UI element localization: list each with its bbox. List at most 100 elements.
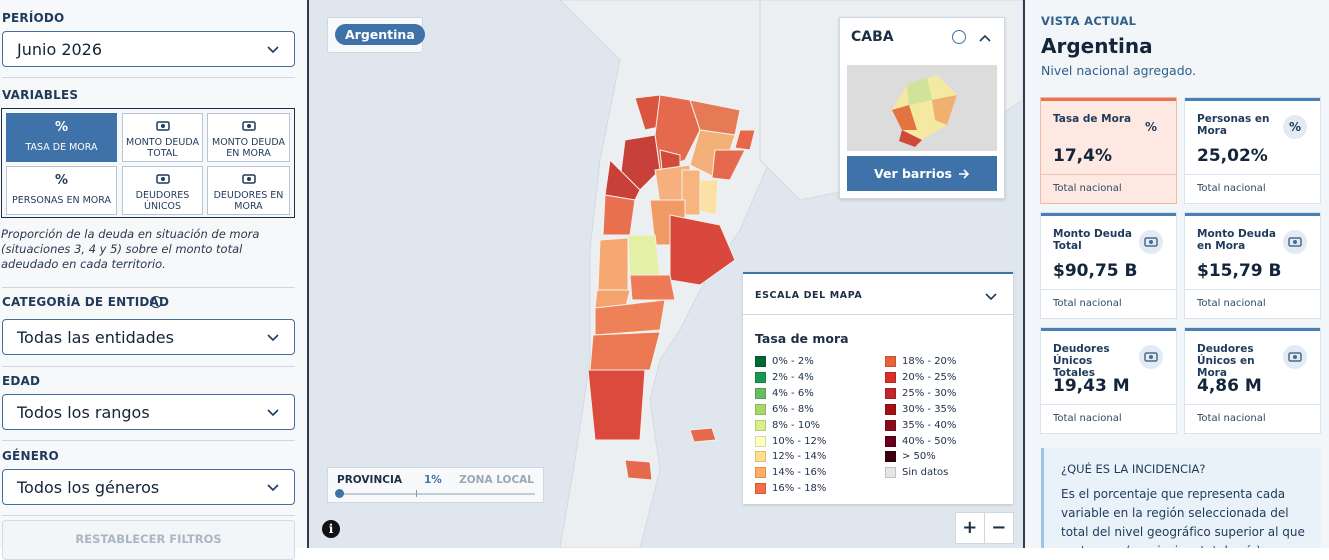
slider-track [339, 493, 535, 495]
dropdown[interactable]: Todos los rangos [2, 394, 295, 430]
stat-label: Tasa de Mora [1053, 113, 1132, 125]
legend-label: > 50% [902, 451, 936, 463]
legend-label: 2% - 4% [772, 371, 814, 383]
legend-label: 35% - 40% [902, 419, 957, 431]
view-neighborhoods-button[interactable]: Ver barrios [847, 156, 997, 191]
stat-label: Monto Deuda en Mora [1197, 228, 1276, 252]
stat-value: 25,02% [1197, 146, 1268, 166]
legend-label: 16% - 18% [772, 483, 827, 495]
legend-swatch [755, 387, 766, 399]
separator [1041, 404, 1176, 405]
stat-label: Personas en Mora [1197, 113, 1270, 137]
variable-button[interactable]: % PERSONAS EN MORA [6, 166, 117, 215]
resolution-slider: PROVINCIA 1% ZONA LOCAL [327, 467, 544, 503]
slider-value: 1% [424, 474, 442, 486]
stat-note: Total nacional [1197, 298, 1266, 309]
legend-item: 4% - 6% [755, 387, 814, 399]
region-chip[interactable]: Argentina [335, 24, 425, 45]
divider [1023, 0, 1025, 548]
variable-button[interactable]: DEUDORES ÚNICOS [122, 166, 203, 215]
separator [2, 440, 295, 441]
legend-swatch [755, 403, 766, 415]
inset-map [847, 65, 997, 151]
stat-icon: % [1283, 115, 1307, 139]
legend: ESCALA DEL MAPA Tasa de mora 0% - 2% 2% - 4… [743, 272, 1013, 504]
variable-button[interactable]: MONTO DEUDA EN MORA [207, 113, 290, 162]
map-area: Argentina CABA Ver barrios ESCALA DEL MAPA T… [309, 0, 1023, 548]
stat-card[interactable]: Personas en Mora% 25,02% Total nacional [1185, 98, 1320, 203]
stat-card[interactable]: Monto Deuda Total $90,75 B Total nacional [1041, 213, 1176, 318]
view-title: Argentina [1041, 34, 1153, 58]
legend-swatch [885, 467, 896, 479]
stat-value: 4,86 M [1197, 376, 1262, 396]
stat-icon [1139, 345, 1163, 369]
separator [1041, 174, 1176, 175]
legend-swatch [755, 435, 766, 447]
variables-grid: % TASA DE MORA MONTO DEUDA TOTAL MONTO DEUD… [1, 108, 295, 218]
legend-item: 35% - 40% [885, 419, 957, 431]
stat-note: Total nacional [1197, 183, 1266, 194]
legend-item: 14% - 16% [755, 467, 827, 479]
variable-button[interactable]: % TASA DE MORA [6, 113, 117, 162]
legend-item: 10% - 12% [755, 435, 826, 447]
stat-card[interactable]: Deudores Únicos en Mora 4,86 M Total nacio… [1185, 328, 1320, 433]
dropdown[interactable]: Junio 2026 [2, 31, 295, 67]
icon [155, 173, 170, 184]
icon [241, 120, 256, 131]
stat-card[interactable]: Tasa de Mora% 17,4% Total nacional [1041, 98, 1176, 203]
label: EDAD [2, 374, 41, 388]
stat-value: 19,43 M [1053, 376, 1130, 396]
variable-label: MONTO DEUDA TOTAL [126, 136, 199, 159]
label: VARIABLES [2, 88, 79, 102]
legend-label: 40% - 50% [902, 435, 957, 447]
region-chip-box: Argentina [327, 17, 425, 53]
dropdown[interactable]: Todos los géneros [2, 469, 295, 505]
legend-swatch [885, 371, 896, 383]
stat-note: Total nacional [1053, 298, 1122, 309]
legend-swatch [755, 371, 766, 383]
legend-label: 12% - 14% [772, 451, 827, 463]
stat-value: $15,79 B [1197, 261, 1282, 281]
variable-button[interactable]: DEUDORES EN MORA [207, 166, 290, 215]
stat-icon [1139, 230, 1163, 254]
label: GÉNERO [2, 449, 59, 463]
dropdown[interactable]: Todas las entidades [2, 319, 295, 355]
stat-value: $90,75 B [1053, 261, 1138, 281]
stat-card[interactable]: Monto Deuda en Mora $15,79 B Total naciona… [1185, 213, 1320, 318]
legend-label: 14% - 16% [772, 467, 827, 479]
stat-card[interactable]: Deudores Únicos Totales 19,43 M Total naci… [1041, 328, 1176, 433]
divider [307, 0, 309, 548]
icon-wrap [155, 170, 171, 187]
separator [2, 287, 295, 288]
info-box: ¿QUÉ ES LA INCIDENCIA? Es el porcentaje q… [1041, 448, 1321, 548]
arrow [959, 168, 970, 179]
dropdown-value: Todos los géneros [17, 477, 160, 497]
slider-tick [416, 490, 417, 497]
info-button[interactable]: i [322, 520, 340, 538]
map [559, 0, 1023, 548]
stat-label: Deudores Únicos en Mora [1197, 343, 1255, 379]
icon-wrap: % [54, 121, 70, 139]
variable-label: MONTO DEUDA EN MORA [212, 136, 285, 159]
legend-swatch [755, 356, 766, 367]
locate-icon[interactable] [952, 30, 966, 44]
button-label: Ver barrios [873, 166, 952, 181]
variable-label: DEUDORES EN MORA [213, 189, 284, 212]
legend-item: 16% - 18% [755, 483, 827, 495]
dropdown-value: Todas las entidades [17, 327, 174, 347]
separator [2, 366, 295, 367]
zoom-in[interactable]: + [956, 513, 985, 543]
zoom-out[interactable]: − [991, 517, 1007, 538]
info-text: Es el porcentaje que representa cada var… [1061, 487, 1305, 548]
inset-panel: CABA Ver barrios [839, 17, 1005, 199]
description: Proporción de la deuda en situación de m… [1, 227, 260, 271]
reset-button[interactable]: RESTABLECER FILTROS [2, 520, 295, 560]
icon [1288, 237, 1302, 247]
icon [241, 173, 256, 184]
variable-button[interactable]: MONTO DEUDA TOTAL [122, 113, 203, 162]
separator [2, 77, 295, 78]
slider-knob[interactable] [335, 489, 344, 498]
legend-variable: Tasa de mora [755, 331, 849, 346]
